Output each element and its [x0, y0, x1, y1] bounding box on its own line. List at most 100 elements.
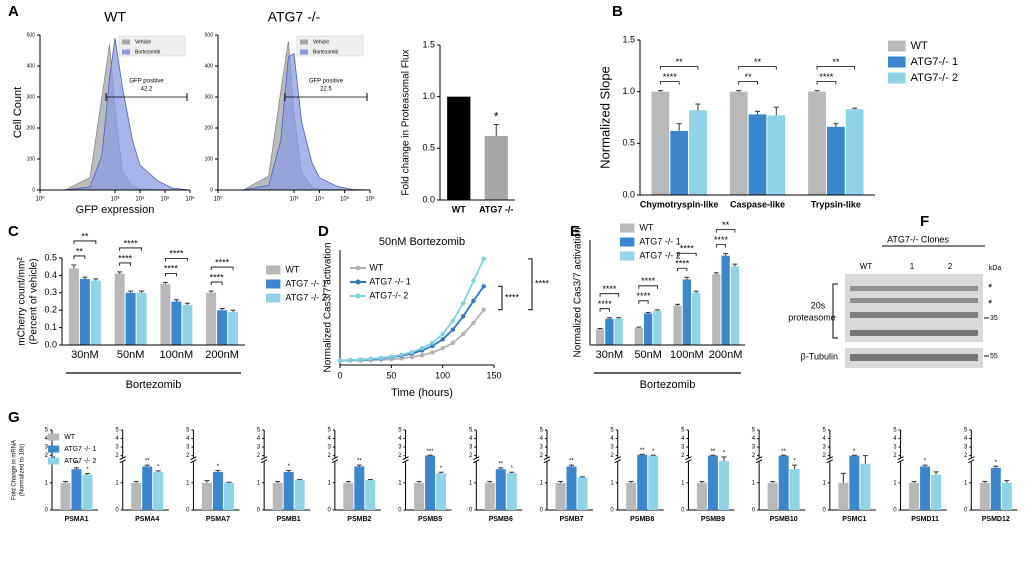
bar [283, 471, 294, 510]
axis-break-mark [331, 459, 339, 464]
significance-label: **** [598, 299, 613, 309]
point [440, 345, 445, 351]
significance-label: **** [164, 264, 179, 274]
legend-label: WT [285, 264, 299, 274]
significance-label: * [287, 464, 290, 470]
bar [82, 474, 93, 510]
significance-label: **** [535, 279, 550, 289]
point [461, 300, 466, 306]
y-tick-label: 3 [610, 445, 614, 451]
y-tick-label: 0 [610, 508, 614, 514]
bar [272, 482, 283, 510]
axis-break-mark [685, 456, 692, 461]
point [419, 353, 425, 358]
significance-label: *** [427, 449, 435, 455]
facet-label: PSMA7 [206, 516, 230, 523]
bar [718, 461, 729, 510]
y-tick-label: 5 [115, 428, 119, 434]
significance-label: ** [754, 57, 762, 67]
bar [555, 482, 566, 510]
histogram-area [64, 38, 191, 191]
bar [682, 279, 692, 345]
y-tick-label: 5 [964, 428, 968, 434]
significance-label: ** [640, 448, 645, 454]
axis-break [119, 457, 126, 462]
y-tick-label: 1 [681, 480, 685, 486]
y-tick-label: 0.5 [422, 143, 435, 153]
significance-label: **** [714, 235, 729, 245]
legend-label: WT [911, 40, 928, 52]
y-tick-label: 3 [752, 445, 756, 451]
legend-label: WT [369, 262, 383, 272]
legend-label: ATG7 -/- 1 [369, 276, 410, 286]
bar [860, 463, 871, 510]
y-tick-label: 2 [893, 453, 897, 459]
significance-bracket [659, 66, 699, 70]
y-tick-label: 4 [964, 436, 968, 442]
axis-break-mark [826, 459, 834, 464]
significance-label: * [86, 467, 89, 473]
significance-label: ** [569, 459, 574, 465]
bar [60, 482, 71, 510]
legend-swatch [48, 433, 60, 441]
y-tick-label: 1 [823, 480, 827, 486]
significance-label: * [494, 110, 499, 124]
legend-swatch [888, 56, 906, 68]
point [471, 320, 476, 326]
facet-label: PSMB9 [701, 516, 725, 523]
y-tick-label: 5 [469, 428, 473, 434]
bar [90, 280, 101, 345]
significance-label: ** [781, 449, 786, 455]
point [368, 356, 373, 362]
bar [634, 327, 643, 345]
legend-label: ATG7-/- 2 [911, 72, 958, 84]
significance-label: * [652, 449, 655, 455]
bar [114, 273, 125, 345]
panel-letter: G [8, 409, 20, 426]
y-tick-label: 0 [328, 508, 332, 514]
y-tick-label: 100 [205, 156, 214, 162]
axis-break [826, 457, 833, 462]
significance-label: ** [711, 449, 716, 455]
y-tick-label: 500 [205, 32, 214, 38]
band-label: 20s [811, 300, 826, 310]
gate-value: 22.5 [320, 87, 332, 93]
y-axis-label: Fold Change in mRNA [12, 440, 18, 500]
significance-label: * [157, 464, 160, 470]
legend-swatch [122, 39, 130, 45]
chart-title: ATG7 -/- [268, 9, 321, 25]
x-tick-label: 10⁶ [185, 196, 195, 203]
x-tick-label: 10⁰ [35, 196, 45, 203]
point [389, 354, 394, 359]
axis-break-mark [473, 456, 480, 461]
gate-label: GFP positive [129, 79, 164, 85]
significance-label: **** [118, 253, 133, 263]
axis-break-mark [473, 459, 480, 464]
y-tick-label: 3 [115, 445, 119, 451]
significance-bracket [164, 272, 177, 277]
significance-label: ** [498, 461, 503, 467]
y-tick-label: 1 [45, 480, 49, 486]
y-tick-label: 3 [681, 445, 685, 451]
legend-marker [355, 265, 361, 271]
point [430, 350, 435, 355]
panel-letter: A [8, 3, 19, 20]
legend-label: ATG7-/- 1 [911, 56, 958, 68]
axis-break-mark [190, 459, 197, 464]
bar [354, 466, 365, 510]
y-axis-label: Cell Count [12, 87, 24, 138]
x-tick-label: ATG7 -/- [479, 204, 513, 214]
point [440, 331, 445, 337]
significance-label: ** [76, 246, 84, 256]
blot-bracket [832, 283, 838, 339]
bar [495, 469, 506, 510]
y-tick-label: 0 [893, 508, 897, 514]
bar [1001, 482, 1012, 510]
legend-swatch [300, 49, 308, 55]
significance-bracket [677, 252, 697, 257]
bar [605, 318, 614, 345]
x-tick-label: 10⁵ [160, 196, 170, 203]
legend-box [296, 35, 364, 57]
legend-swatch [266, 293, 281, 303]
significance-label: * [793, 459, 796, 465]
